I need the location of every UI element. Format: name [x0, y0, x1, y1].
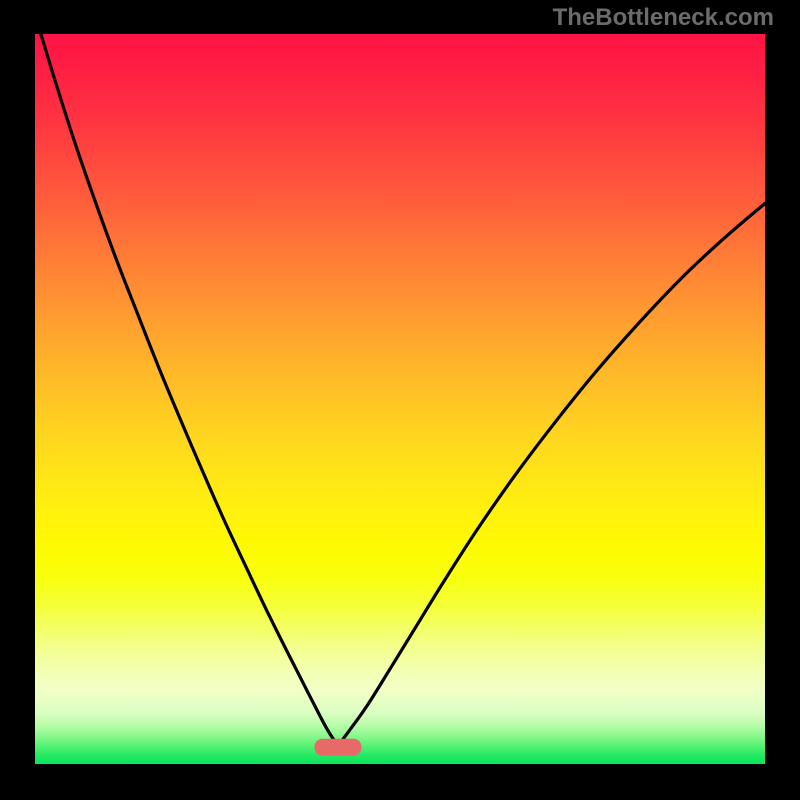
bottleneck-marker [314, 739, 361, 756]
bottleneck-chart [0, 0, 800, 800]
watermark-text: TheBottleneck.com [553, 4, 774, 32]
chart-container: TheBottleneck.com [0, 0, 800, 800]
